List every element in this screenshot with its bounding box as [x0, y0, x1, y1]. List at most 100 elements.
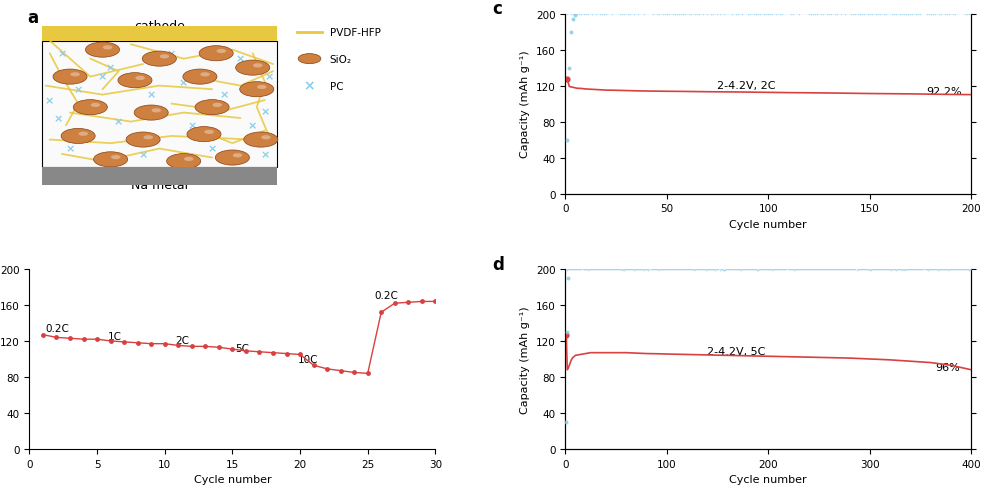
Point — [572, 11, 588, 19]
Point — [679, 265, 695, 273]
Point — [707, 266, 723, 274]
Point — [932, 265, 948, 273]
Point — [895, 11, 910, 19]
Point — [616, 11, 632, 19]
Point — [692, 11, 707, 19]
Point — [581, 265, 596, 273]
Point — [658, 266, 674, 274]
Point — [774, 266, 790, 274]
Point — [564, 266, 580, 274]
Point — [793, 10, 808, 18]
Point — [886, 11, 902, 19]
Text: ×: × — [45, 96, 54, 106]
Text: 5C: 5C — [235, 343, 249, 353]
Point — [637, 266, 652, 274]
Point — [897, 11, 912, 19]
Point — [937, 265, 953, 273]
Point — [603, 265, 619, 273]
Point — [834, 265, 850, 273]
Point — [612, 11, 628, 19]
Point — [781, 10, 797, 18]
Point — [896, 266, 911, 274]
Point — [728, 266, 744, 274]
Point — [760, 11, 776, 19]
Text: ×: × — [260, 150, 270, 160]
Point — [750, 11, 766, 19]
Point — [785, 265, 800, 273]
Circle shape — [142, 52, 177, 67]
Point — [618, 10, 634, 18]
Point — [561, 64, 577, 72]
Point — [657, 265, 673, 273]
Point — [803, 266, 819, 274]
Point — [823, 266, 839, 274]
Point — [740, 11, 755, 19]
Point — [609, 265, 625, 273]
Point — [959, 11, 975, 19]
Point — [685, 266, 700, 274]
Point — [783, 266, 799, 274]
Point — [575, 265, 591, 273]
Point — [776, 266, 792, 274]
Point — [962, 266, 978, 274]
Point — [873, 265, 889, 273]
Circle shape — [204, 130, 214, 135]
Point — [893, 266, 908, 274]
Point — [598, 11, 614, 19]
Point — [773, 265, 789, 273]
Point — [667, 11, 683, 19]
Point — [652, 265, 668, 273]
Point — [948, 266, 963, 274]
Circle shape — [232, 154, 242, 158]
Point — [611, 266, 627, 274]
Point — [574, 11, 590, 19]
Point — [800, 11, 816, 19]
Point — [666, 266, 682, 274]
Point — [605, 265, 621, 273]
Point — [731, 265, 747, 273]
Point — [715, 266, 731, 274]
Point — [943, 265, 958, 273]
Circle shape — [61, 129, 95, 144]
Point — [828, 265, 844, 273]
Point — [749, 11, 764, 19]
Point — [582, 11, 597, 19]
Point — [824, 265, 840, 273]
Point — [697, 265, 713, 273]
Point — [942, 265, 957, 273]
Point — [652, 10, 668, 18]
Point — [802, 265, 818, 273]
Point — [758, 11, 774, 19]
Point — [924, 266, 940, 274]
Point — [733, 266, 749, 274]
Point — [720, 266, 736, 274]
Point — [758, 265, 774, 273]
Point — [922, 265, 938, 273]
Point — [892, 266, 907, 274]
Point — [596, 11, 612, 19]
Circle shape — [126, 133, 160, 148]
Point — [562, 265, 578, 273]
Point — [897, 265, 912, 273]
Point — [904, 266, 920, 274]
Point — [739, 265, 754, 273]
Point — [870, 11, 886, 19]
Point — [825, 266, 841, 274]
Point — [821, 11, 837, 19]
Point — [559, 136, 575, 144]
Point — [645, 11, 660, 19]
Point — [637, 11, 652, 19]
Point — [716, 266, 732, 274]
Point — [904, 11, 920, 19]
Point — [736, 265, 751, 273]
Point — [736, 10, 751, 18]
Point — [742, 11, 757, 19]
Point — [751, 265, 767, 273]
Point — [724, 11, 740, 19]
Point — [749, 265, 764, 273]
Point — [645, 266, 661, 274]
Point — [711, 266, 727, 274]
Point — [775, 11, 791, 19]
Point — [888, 266, 904, 274]
Point — [900, 266, 915, 274]
